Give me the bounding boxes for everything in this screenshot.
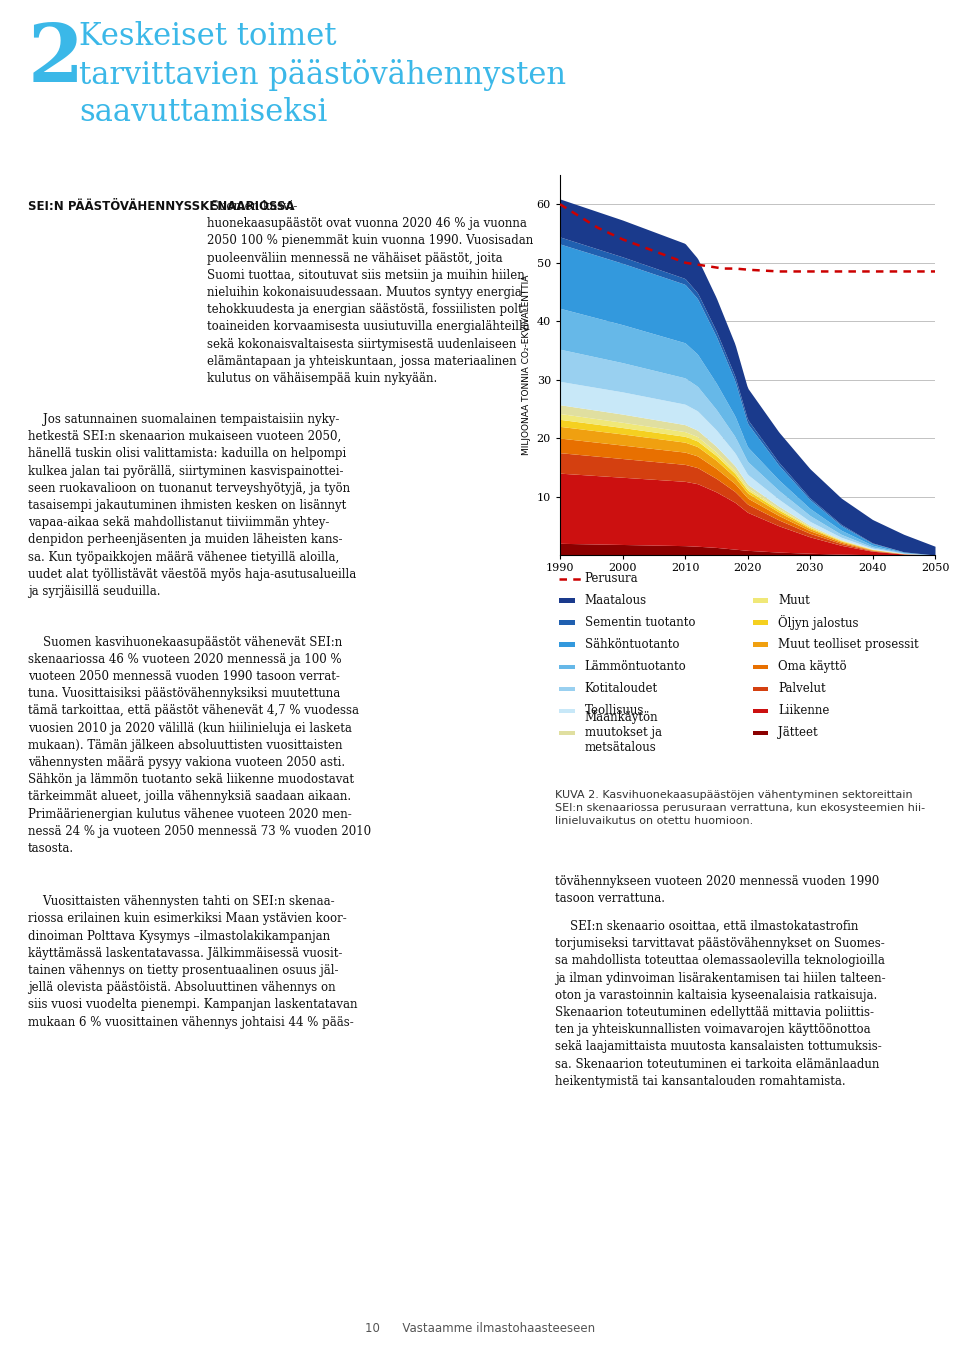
Text: Keskeiset toimet
tarvittavien päästövähennysten
saavuttamiseksi: Keskeiset toimet tarvittavien päästövähe… <box>79 22 566 128</box>
Text: Muut: Muut <box>779 594 810 607</box>
Bar <box>753 686 768 692</box>
Text: 10      Vastaamme ilmastohaasteeseen: 10 Vastaamme ilmastohaasteeseen <box>365 1322 595 1336</box>
Bar <box>753 731 768 735</box>
Text: Palvelut: Palvelut <box>779 682 826 696</box>
Text: SEI:N PÄÄSTÖVÄHENNYSSKENAARIOSSA: SEI:N PÄÄSTÖVÄHENNYSSKENAARIOSSA <box>28 200 295 213</box>
Bar <box>753 643 768 647</box>
Text: Maankäytön
muutokset ja
metsätalous: Maankäytön muutokset ja metsätalous <box>585 712 661 755</box>
Bar <box>559 599 575 603</box>
Text: 2: 2 <box>28 22 84 100</box>
Bar <box>559 709 575 713</box>
Text: Maatalous: Maatalous <box>585 594 647 607</box>
Text: Öljyn jalostus: Öljyn jalostus <box>779 615 858 631</box>
Bar <box>753 709 768 713</box>
Text: Oma käyttö: Oma käyttö <box>779 661 847 673</box>
Text: Vuosittaisten vähennysten tahti on SEI:n skenaa-
riossa erilainen kuin esimerkik: Vuosittaisten vähennysten tahti on SEI:n… <box>28 895 357 1029</box>
Text: Jos satunnainen suomalainen tempaistaisiin nyky-
hetkestä SEI:n skenaarion mukai: Jos satunnainen suomalainen tempaistaisi… <box>28 412 356 599</box>
Text: Muut teolliset prosessit: Muut teolliset prosessit <box>779 638 919 651</box>
Text: Sementin tuotanto: Sementin tuotanto <box>585 616 695 630</box>
Bar <box>559 731 575 735</box>
Y-axis label: MILJOONAA TONNIA CO₂-EKVIVALENTTIA: MILJOONAA TONNIA CO₂-EKVIVALENTTIA <box>522 275 531 456</box>
Text: KUVA 2. Kasvihuonekaasupäästöjen vähentyminen sektoreittain
SEI:n skenaariossa p: KUVA 2. Kasvihuonekaasupäästöjen vähenty… <box>555 790 925 825</box>
Text: Lämmöntuotanto: Lämmöntuotanto <box>585 661 686 673</box>
Bar <box>753 599 768 603</box>
Bar <box>559 643 575 647</box>
Text: Teollisuus: Teollisuus <box>585 705 644 717</box>
Text: Suomen kasvi-
huonekaasupäästöt ovat vuonna 2020 46 % ja vuonna
2050 100 % piene: Suomen kasvi- huonekaasupäästöt ovat vuo… <box>206 200 533 386</box>
Text: Sähköntuotanto: Sähköntuotanto <box>585 638 679 651</box>
Text: tövähennykseen vuoteen 2020 mennessä vuoden 1990
tasoon verrattuna.: tövähennykseen vuoteen 2020 mennessä vuo… <box>555 875 879 906</box>
Text: Jätteet: Jätteet <box>779 727 818 740</box>
Text: SEI:n skenaario osoittaa, että ilmastokatastrofin
torjumiseksi tarvittavat pääst: SEI:n skenaario osoittaa, että ilmastoka… <box>555 919 886 1088</box>
Bar <box>559 665 575 669</box>
Bar <box>753 665 768 669</box>
Bar <box>559 620 575 625</box>
Text: Suomen kasvihuonekaasupäästöt vähenevät SEI:n
skenaariossa 46 % vuoteen 2020 men: Suomen kasvihuonekaasupäästöt vähenevät … <box>28 636 372 855</box>
Text: Kotitaloudet: Kotitaloudet <box>585 682 658 696</box>
Bar <box>559 686 575 692</box>
Text: Perusura: Perusura <box>585 572 638 585</box>
Text: Liikenne: Liikenne <box>779 705 829 717</box>
Bar <box>753 620 768 625</box>
